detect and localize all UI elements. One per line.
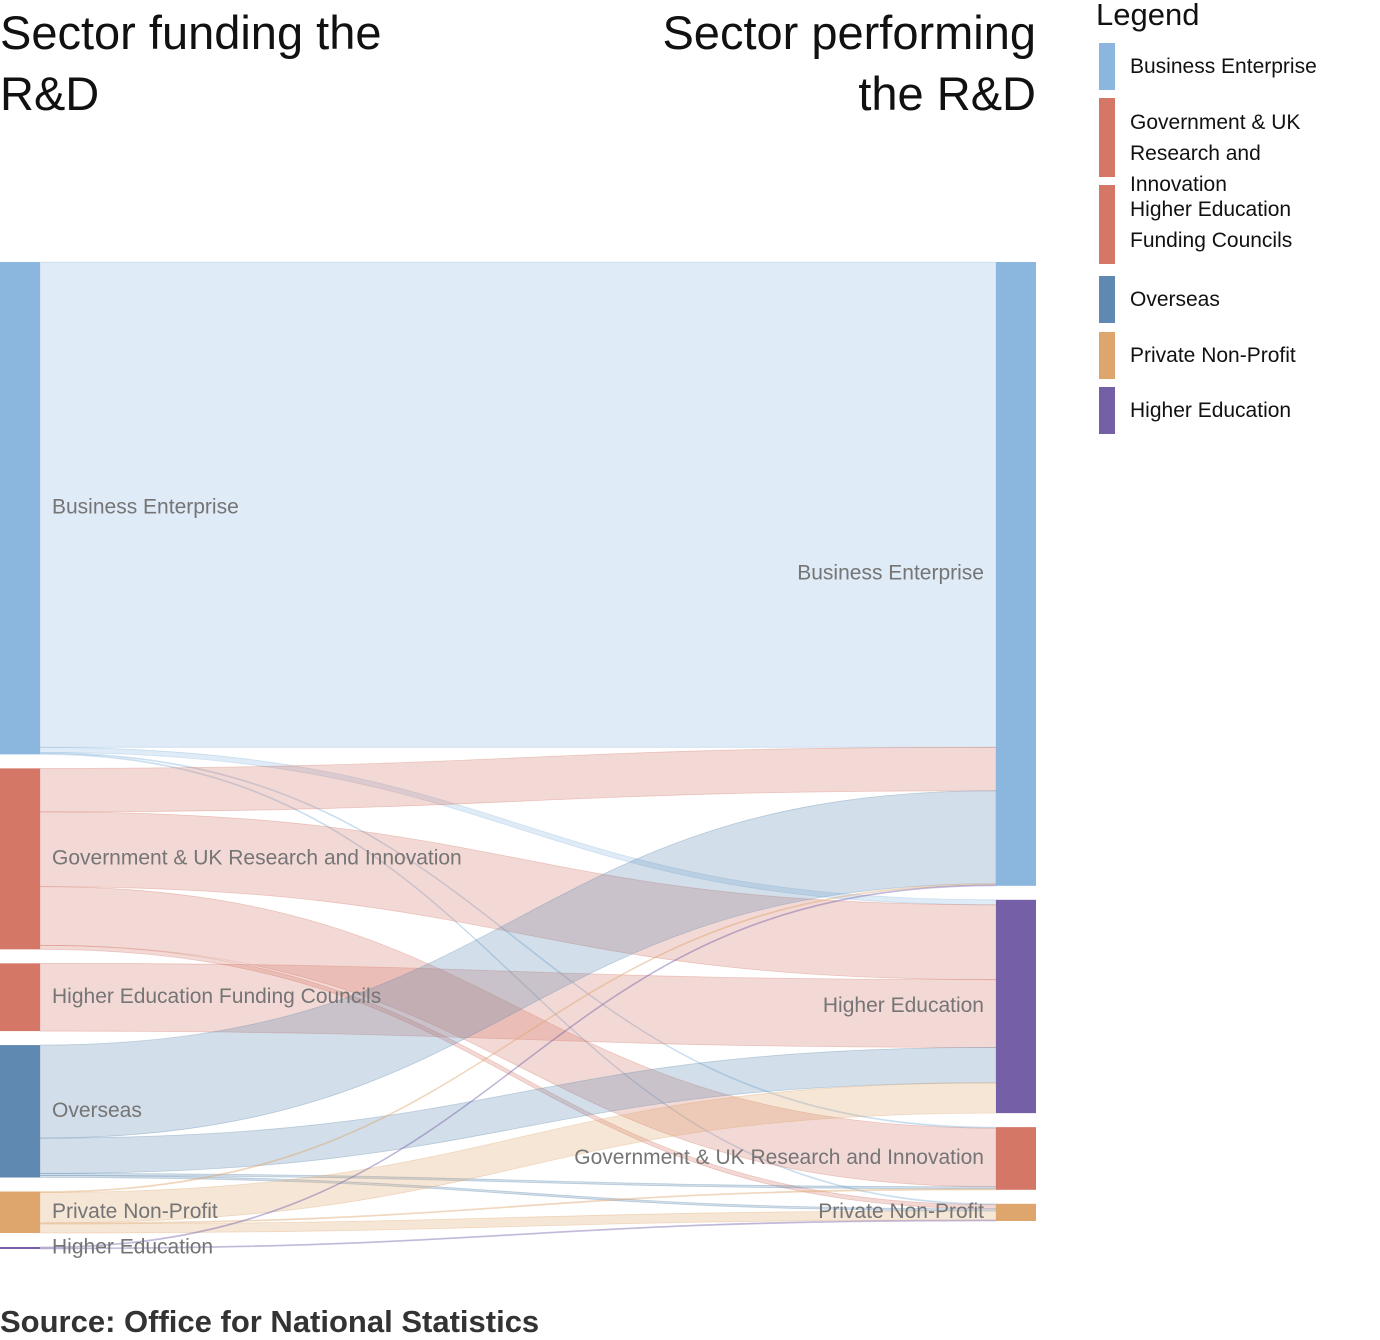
legend-label: Business Enterprise <box>1130 55 1317 78</box>
legend-title: Legend <box>1096 0 1200 32</box>
legend-swatch <box>1099 98 1115 177</box>
legend-label: Higher Education Funding Councils <box>1130 198 1293 252</box>
source-node-label: Private Non-Profit <box>52 1200 218 1223</box>
target-node[interactable] <box>996 899 1036 1114</box>
legend-swatch <box>1099 276 1115 323</box>
target-node-label: Business Enterprise <box>797 561 984 584</box>
funding-sector-heading: Sector funding the R&D <box>0 6 382 120</box>
legend-label: Higher Education <box>1130 399 1292 422</box>
target-node[interactable] <box>996 262 1036 886</box>
source-node[interactable] <box>0 963 40 1032</box>
legend-label: Overseas <box>1130 288 1220 311</box>
legend-swatch <box>1099 332 1115 379</box>
source-node[interactable] <box>0 768 40 950</box>
target-node[interactable] <box>996 1127 1036 1190</box>
target-node-label: Private Non-Profit <box>818 1200 984 1223</box>
source-node[interactable] <box>0 262 40 755</box>
source-node-label: Government & UK Research and Innovation <box>52 846 462 869</box>
source-node-label: Higher Education Funding Councils <box>52 985 381 1008</box>
flow-link[interactable] <box>39 1082 997 1224</box>
target-node-label: Government & UK Research and Innovation <box>574 1146 984 1169</box>
legend-swatch <box>1099 387 1115 434</box>
legend-swatch <box>1099 43 1115 90</box>
sankey-node-labels: Business Enterprise Government & UK Resea… <box>52 496 984 1259</box>
source-node[interactable] <box>0 1246 40 1249</box>
source-node-label: Overseas <box>52 1099 142 1122</box>
source-node-label: Higher Education <box>52 1236 213 1259</box>
source-note: Source: Office for National Statistics <box>0 1304 540 1339</box>
source-node-label: Business Enterprise <box>52 496 239 519</box>
flow-link[interactable] <box>39 884 997 1249</box>
sankey-links <box>39 261 997 1250</box>
target-node[interactable] <box>996 1203 1036 1221</box>
performing-sector-heading: Sector performing the R&D <box>662 6 1036 120</box>
source-node[interactable] <box>0 1045 40 1178</box>
source-node[interactable] <box>0 1191 40 1233</box>
target-node-label: Higher Education <box>823 994 984 1017</box>
legend: Legend Business Enterprise Government & … <box>1096 0 1380 434</box>
legend-label: Private Non-Profit <box>1130 344 1296 367</box>
legend-label: Government & UK Research and Innovation <box>1130 111 1301 196</box>
legend-swatch <box>1099 185 1115 264</box>
sankey-nodes <box>0 262 1036 1249</box>
